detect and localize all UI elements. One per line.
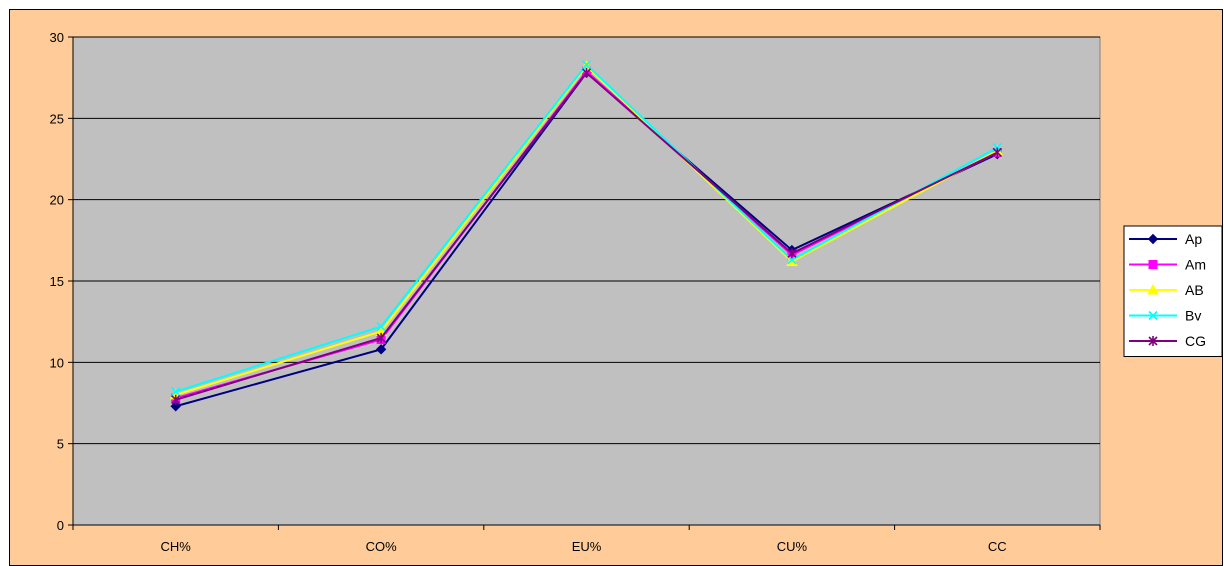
data-point-bv	[581, 60, 592, 70]
y-tick-label: 20	[50, 193, 64, 208]
data-point-ap	[170, 401, 181, 412]
legend-marker	[1148, 310, 1158, 321]
legend-marker	[1148, 336, 1158, 346]
legend-marker	[1148, 260, 1158, 269]
x-tick-label: EU%	[572, 539, 602, 554]
data-point-bv	[787, 255, 797, 265]
data-point-cg	[992, 147, 1002, 158]
legend-label: Ap	[1185, 231, 1202, 247]
legend-label: CG	[1185, 333, 1206, 349]
x-tick-label: CO%	[366, 539, 398, 554]
y-tick-label: 0	[57, 518, 64, 533]
x-tick-label: CH%	[161, 539, 192, 554]
y-tick-label: 25	[50, 111, 64, 126]
legend-marker	[1147, 233, 1159, 245]
legend	[1123, 225, 1223, 357]
legend-label: AB	[1185, 282, 1204, 298]
data-point-ap	[375, 344, 387, 355]
y-tick-label: 30	[50, 30, 64, 45]
legend-label: Am	[1185, 257, 1206, 273]
data-point-cg	[171, 394, 181, 405]
data-point-cg	[376, 332, 386, 343]
data-point-bv	[171, 387, 181, 397]
legend-label: Bv	[1185, 308, 1201, 324]
x-tick-label: CC	[988, 539, 1007, 554]
y-tick-label: 15	[50, 274, 64, 289]
x-tick-label: CU%	[777, 539, 808, 554]
y-tick-label: 5	[57, 437, 64, 452]
data-point-cg	[787, 248, 797, 259]
legend-marker	[1147, 283, 1159, 295]
data-point-bv	[376, 321, 386, 332]
data-point-cg	[581, 67, 592, 78]
y-tick-label: 10	[50, 355, 64, 370]
